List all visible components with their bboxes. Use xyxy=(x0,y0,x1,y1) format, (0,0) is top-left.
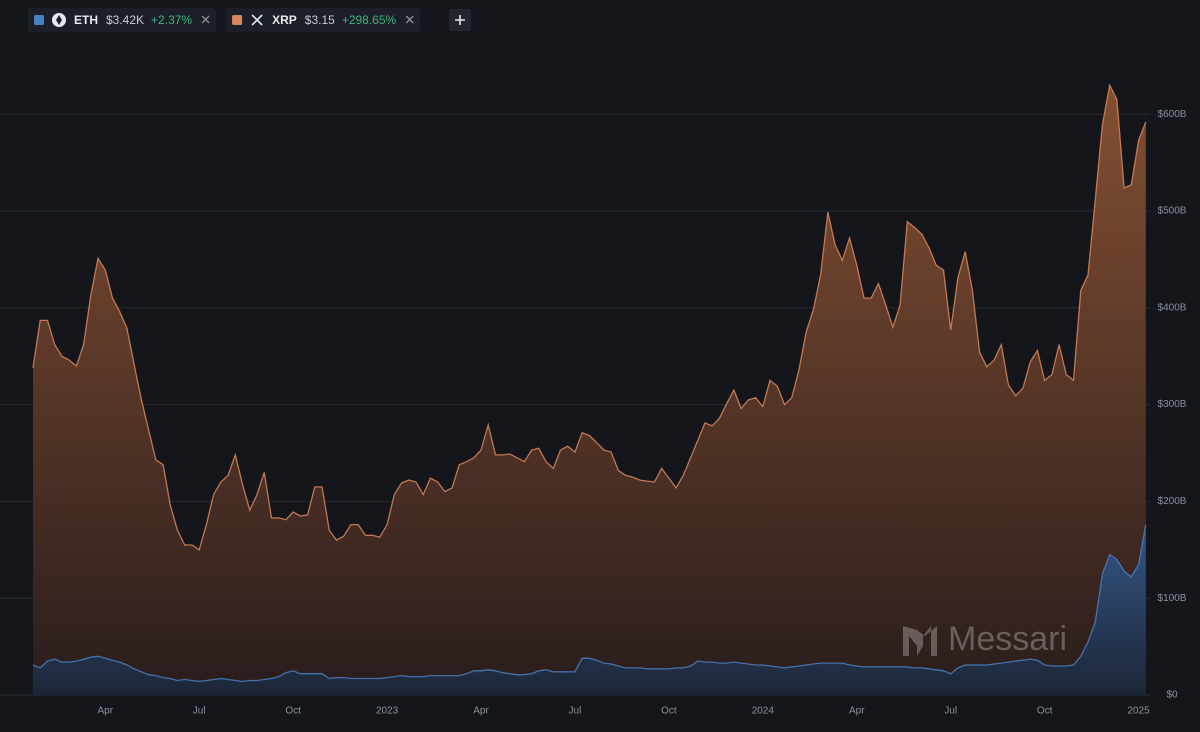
legend: ETH $3.42K +2.37% XRP $3.15 +298.65% xyxy=(28,8,421,32)
legend-price: $3.42K xyxy=(106,13,144,27)
legend-close xyxy=(405,15,414,24)
legend-swatch xyxy=(34,15,44,25)
legend-item[interactable]: ETH $3.42K +2.37% xyxy=(28,8,217,32)
watermark: Messari xyxy=(903,620,1067,658)
x-tick-label: Jul xyxy=(569,706,582,717)
add-button[interactable] xyxy=(449,9,471,31)
legend-item[interactable]: XRP $3.15 +298.65% xyxy=(226,8,421,32)
coin-icon xyxy=(251,14,263,26)
legend-change: +298.65% xyxy=(342,13,397,27)
area xyxy=(33,85,1146,695)
area xyxy=(33,524,1146,695)
y-tick-label: $500B xyxy=(1158,206,1187,217)
legend-name: ETH xyxy=(74,13,98,27)
area-line xyxy=(32,524,1147,683)
x-tick-label: Apr xyxy=(473,706,489,717)
coin-icon xyxy=(56,15,62,25)
x-tick-label: Oct xyxy=(285,706,301,717)
y-tick-label: $300B xyxy=(1158,399,1187,410)
x-tick-label: Oct xyxy=(1037,706,1053,717)
areas xyxy=(32,83,1147,695)
x-tick-label: Jul xyxy=(193,706,206,717)
x-tick-label: Oct xyxy=(661,706,677,717)
legend-bg xyxy=(226,8,421,32)
x-tick-label: Apr xyxy=(849,706,865,717)
legend-change: +2.37% xyxy=(151,13,192,27)
y-tick-label: $200B xyxy=(1158,496,1187,507)
legend-price: $3.15 xyxy=(305,13,335,27)
axes: $0 $100B $200B $300B $400B $500B $600B Apr Jul Oc… xyxy=(97,109,1186,717)
y-tick-label: $0 xyxy=(1166,690,1178,701)
area-line xyxy=(32,83,1147,551)
legend-swatch xyxy=(232,15,243,25)
watermark-logo xyxy=(903,626,937,656)
x-tick-label: Jul xyxy=(944,706,957,717)
x-tick-label: 2023 xyxy=(376,706,399,717)
y-tick-label: $100B xyxy=(1158,593,1187,604)
x-tick-label: 2024 xyxy=(752,706,775,717)
x-tick-label: Apr xyxy=(97,706,113,717)
legend-bg xyxy=(28,8,217,32)
watermark-text: Messari xyxy=(948,620,1067,658)
y-tick-label: $400B xyxy=(1158,302,1187,313)
x-tick-label: 2025 xyxy=(1127,706,1150,717)
legend-close xyxy=(201,15,210,24)
legend-name: XRP xyxy=(272,13,297,27)
y-tick-label: $600B xyxy=(1158,109,1187,120)
